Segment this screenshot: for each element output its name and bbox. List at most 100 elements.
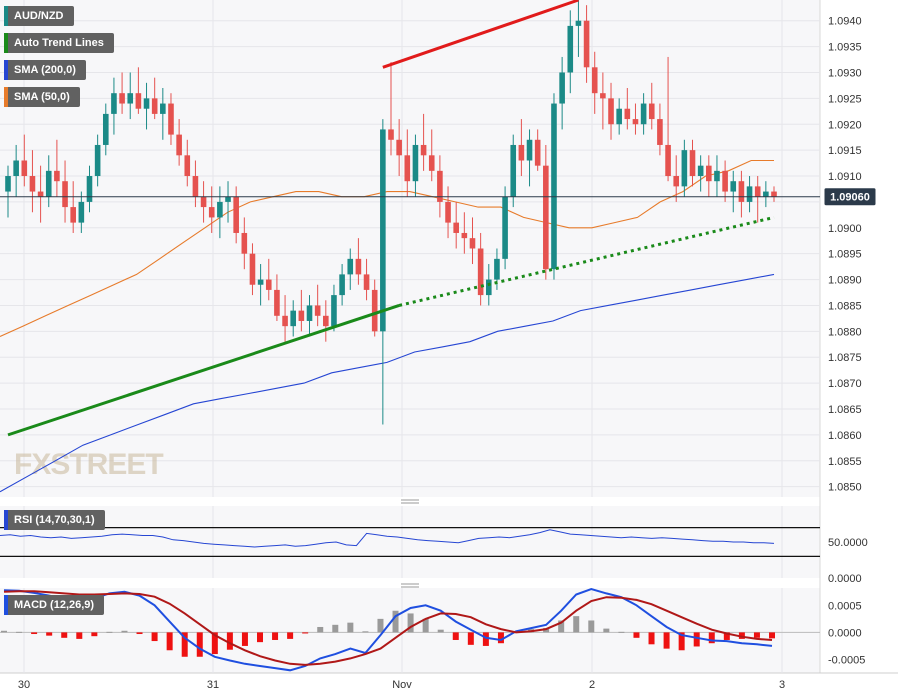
legend-sma50[interactable]: SMA (50,0): [4, 87, 80, 107]
trend-swatch: [4, 33, 8, 53]
macd-histogram-bar: [1, 630, 7, 633]
legend-trend-label: Auto Trend Lines: [14, 37, 104, 49]
macd-histogram-bar: [497, 632, 504, 644]
macd-histogram-bar: [106, 631, 113, 633]
legend-symbol-label: AUD/NZD: [14, 10, 64, 22]
macd-tick-label: 0.0000: [828, 627, 862, 639]
candle-body: [70, 207, 76, 223]
candle-body: [233, 196, 239, 233]
candle-body: [624, 108, 631, 120]
macd-tick-label: -0.0005: [828, 654, 865, 666]
candle-body: [730, 181, 737, 192]
legend-rsi[interactable]: RSI (14,70,30,1): [4, 510, 105, 530]
candle-body: [543, 165, 549, 270]
candle-body: [526, 139, 533, 161]
macd-histogram-bar: [226, 632, 233, 650]
candle-body: [600, 93, 606, 99]
y-axis-labels: 1.0850 1.0855 1.0860 1.0865 1.0870 1.0875 1.08…: [828, 16, 862, 494]
date-tick-label: 2: [589, 679, 595, 691]
price-tick-label: 1.0925: [828, 93, 862, 105]
candle-body: [738, 181, 745, 202]
price-tick-label: 1.0850: [828, 482, 862, 494]
macd-histogram-bar: [422, 618, 429, 633]
price-tick-label: 1.0865: [828, 404, 862, 416]
macd-histogram-bar: [738, 632, 745, 639]
price-tick-label: 1.0900: [828, 223, 862, 235]
rsi-panel: 50.0000 0.0000: [0, 526, 868, 585]
macd-tick-label: 0.0005: [828, 600, 862, 612]
legend-symbol[interactable]: AUD/NZD: [4, 6, 74, 26]
candle-body: [714, 170, 720, 182]
candle-body: [78, 201, 85, 223]
resize-handle-icon[interactable]: [401, 583, 419, 588]
macd-histogram-bar: [272, 632, 279, 640]
candle-body: [306, 305, 313, 321]
candle-body: [371, 289, 378, 332]
legend-macd[interactable]: MACD (12,26,9): [4, 595, 105, 615]
candle-body: [559, 72, 565, 104]
candle-body: [608, 98, 614, 125]
candle-body: [461, 232, 468, 239]
candle-body: [45, 170, 52, 197]
candle-body: [265, 279, 272, 290]
candle-body: [314, 305, 321, 316]
candle-body: [575, 20, 582, 26]
macd-histogram-bar: [31, 632, 38, 635]
price-tick-label: 1.0935: [828, 42, 862, 54]
sma200-swatch: [4, 60, 8, 80]
candle-body: [355, 258, 362, 275]
date-tick-label: 30: [18, 679, 30, 691]
macd-histogram-bar: [91, 632, 98, 637]
candle-body: [583, 20, 590, 68]
candle-body: [282, 315, 288, 327]
candle-body: [290, 310, 297, 327]
price-tick-label: 1.0870: [828, 378, 862, 390]
price-tick-label: 1.0885: [828, 300, 862, 312]
sma200-line: [0, 273, 775, 493]
panel-resize-handles[interactable]: [401, 499, 419, 588]
rsi-swatch: [4, 510, 8, 530]
macd-histogram-bar: [723, 632, 730, 640]
macd-histogram-bar: [287, 632, 294, 639]
macd-swatch: [4, 595, 8, 615]
macd-histogram-bar: [392, 610, 399, 633]
candle-body: [151, 98, 158, 114]
resize-handle-icon[interactable]: [401, 499, 419, 504]
macd-histogram-bar: [136, 632, 143, 635]
candle-body: [689, 150, 696, 177]
candle-body: [21, 160, 28, 177]
macd-histogram-bar: [693, 632, 700, 647]
macd-panel: 0.0005 0.0000 -0.0005: [0, 588, 865, 672]
macd-histogram-bar: [482, 632, 489, 646]
legend-trend-lines[interactable]: Auto Trend Lines: [4, 33, 114, 53]
candle-body: [127, 93, 134, 104]
macd-histogram-bar: [618, 631, 625, 633]
legend-sma200[interactable]: SMA (200,0): [4, 60, 86, 80]
candle-body: [5, 176, 11, 192]
macd-histogram-bar: [121, 630, 128, 633]
price-tick-label: 1.0940: [828, 16, 862, 28]
price-tick-label: 1.0880: [828, 326, 862, 338]
candle-body: [37, 191, 44, 197]
candle-body: [771, 191, 777, 197]
candle-body: [168, 103, 174, 135]
macd-histogram-bar: [663, 632, 670, 649]
macd-histogram-bar: [603, 628, 610, 633]
macd-histogram-bar: [211, 632, 218, 655]
candle-body: [477, 248, 484, 296]
macd-histogram-bar: [377, 618, 384, 633]
candle-body: [591, 67, 598, 94]
last-price-badge: 1.09060: [823, 187, 877, 207]
macd-histogram-bar: [317, 626, 324, 633]
macd-histogram-bar: [181, 632, 188, 657]
candle-body: [665, 144, 671, 177]
legend-macd-label: MACD (12,26,9): [14, 599, 95, 611]
candle-body: [176, 134, 182, 156]
macd-histogram-bar: [648, 632, 655, 645]
trend-lines: [7, 0, 775, 437]
macd-histogram-bar: [633, 632, 640, 638]
candle-body: [54, 170, 60, 182]
candle-body: [697, 165, 704, 177]
candle-body: [412, 144, 419, 182]
candle-body: [217, 201, 223, 218]
